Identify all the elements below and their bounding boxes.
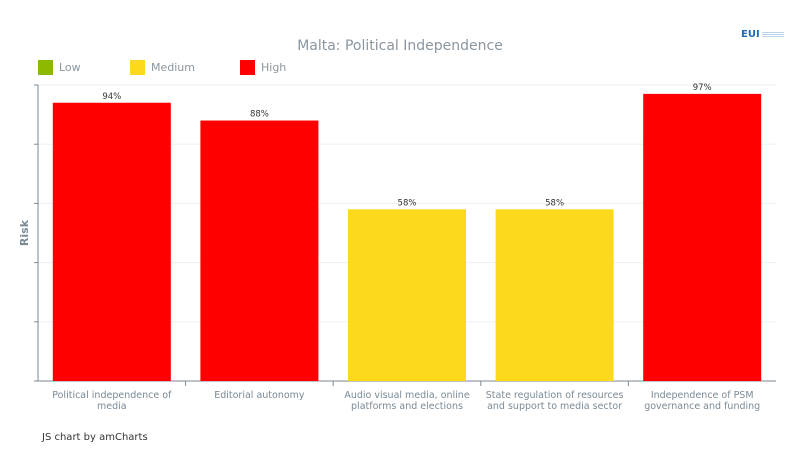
bar [52,102,171,381]
bar [348,209,466,381]
logo-text: EUI [741,29,760,40]
legend-label: High [261,61,287,74]
legend-label: Medium [151,61,195,74]
chart-title: Malta: Political Independence [297,38,503,54]
data-label: 97% [693,83,712,93]
data-label: 58% [398,198,417,208]
y-axis-label: Risk [18,219,31,246]
legend-label: Low [59,61,81,74]
data-label: 58% [545,198,564,208]
x-tick-label: Editorial autonomy [214,390,305,401]
data-label: 94% [102,92,121,102]
eui-logo: EUI [741,29,784,40]
x-tick-label: Political independence of media [52,390,172,412]
legend-item-low[interactable]: Low [38,60,81,75]
legend-item-medium[interactable]: Medium [130,60,195,75]
bar [495,209,614,381]
data-label: 88% [250,110,269,120]
amcharts-credit[interactable]: JS chart by amCharts [42,432,148,443]
legend-swatch [130,60,145,75]
x-tick-label: Audio visual media, online platforms and… [344,390,470,412]
x-tick-label: State regulation of resources and suppor… [485,390,624,412]
x-tick-label: Independence of PSM governance and fundi… [644,390,761,412]
legend-swatch [240,60,255,75]
legend-item-high[interactable]: High [240,60,286,75]
bar [643,93,762,381]
logo-subtext [761,31,784,38]
bar [200,120,319,382]
legend-swatch [38,60,53,75]
